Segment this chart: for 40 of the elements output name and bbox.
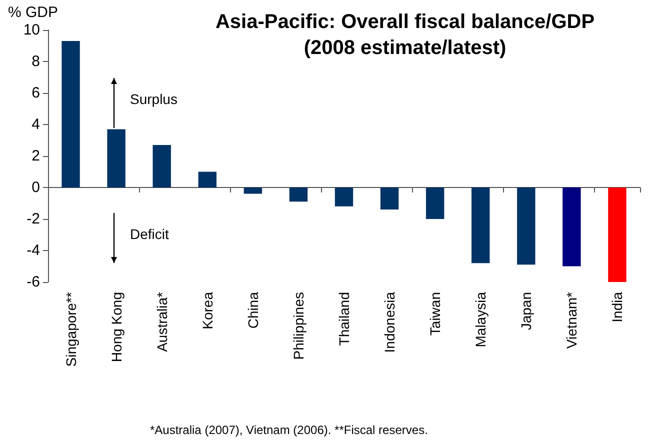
y-tick-label: -6 <box>26 274 40 290</box>
bar <box>198 172 216 188</box>
bar <box>517 188 536 265</box>
bar <box>608 188 626 282</box>
y-tick-label: 6 <box>32 84 40 102</box>
x-tick-label: China <box>244 292 261 329</box>
x-tick-label: Philippines <box>290 292 306 360</box>
x-tick-label: Indonesia <box>382 292 398 353</box>
y-tick-label: 4 <box>32 116 40 133</box>
bar <box>472 188 490 264</box>
y-tick-label: -2 <box>26 210 40 228</box>
bar <box>426 188 444 219</box>
bar <box>62 41 80 188</box>
y-tick-label: 2 <box>32 148 40 164</box>
x-tick-label: Korea <box>199 292 216 330</box>
x-tick-label: Japan <box>518 292 534 330</box>
bar <box>380 188 399 210</box>
bar <box>107 129 126 188</box>
x-tick-label: Vietnam* <box>564 291 580 349</box>
bar <box>562 188 581 266</box>
y-tick-label: 8 <box>32 53 40 70</box>
x-tick-label: Thailand <box>336 292 352 346</box>
x-tick-label: Taiwan <box>427 292 444 336</box>
text: *Australia (2007), Vietnam (2006). **Fiscal reserves. <box>150 423 428 437</box>
annotation: Deficit <box>130 226 170 242</box>
bar <box>289 188 308 202</box>
bar <box>334 188 354 206</box>
x-tick-label: Singapore** <box>62 291 79 367</box>
chart-title: Asia-Pacific: Overall fiscal balance/GDP (2008 estimate/latest) <box>215 11 595 59</box>
x-tick-label: India <box>609 292 626 322</box>
y-tick-label: -4 <box>26 242 40 259</box>
bar <box>244 188 262 194</box>
x-tick-label: Hong Kong <box>108 292 124 362</box>
y-axis-title: % GDP <box>8 4 58 21</box>
y-tick-label: 10 <box>23 22 40 38</box>
x-tick-label: Australia* <box>154 291 170 352</box>
bar <box>152 144 171 188</box>
annotation: Surplus <box>130 91 178 107</box>
x-tick-label: Malaysia <box>472 292 489 348</box>
y-tick-label: 0 <box>32 179 40 196</box>
